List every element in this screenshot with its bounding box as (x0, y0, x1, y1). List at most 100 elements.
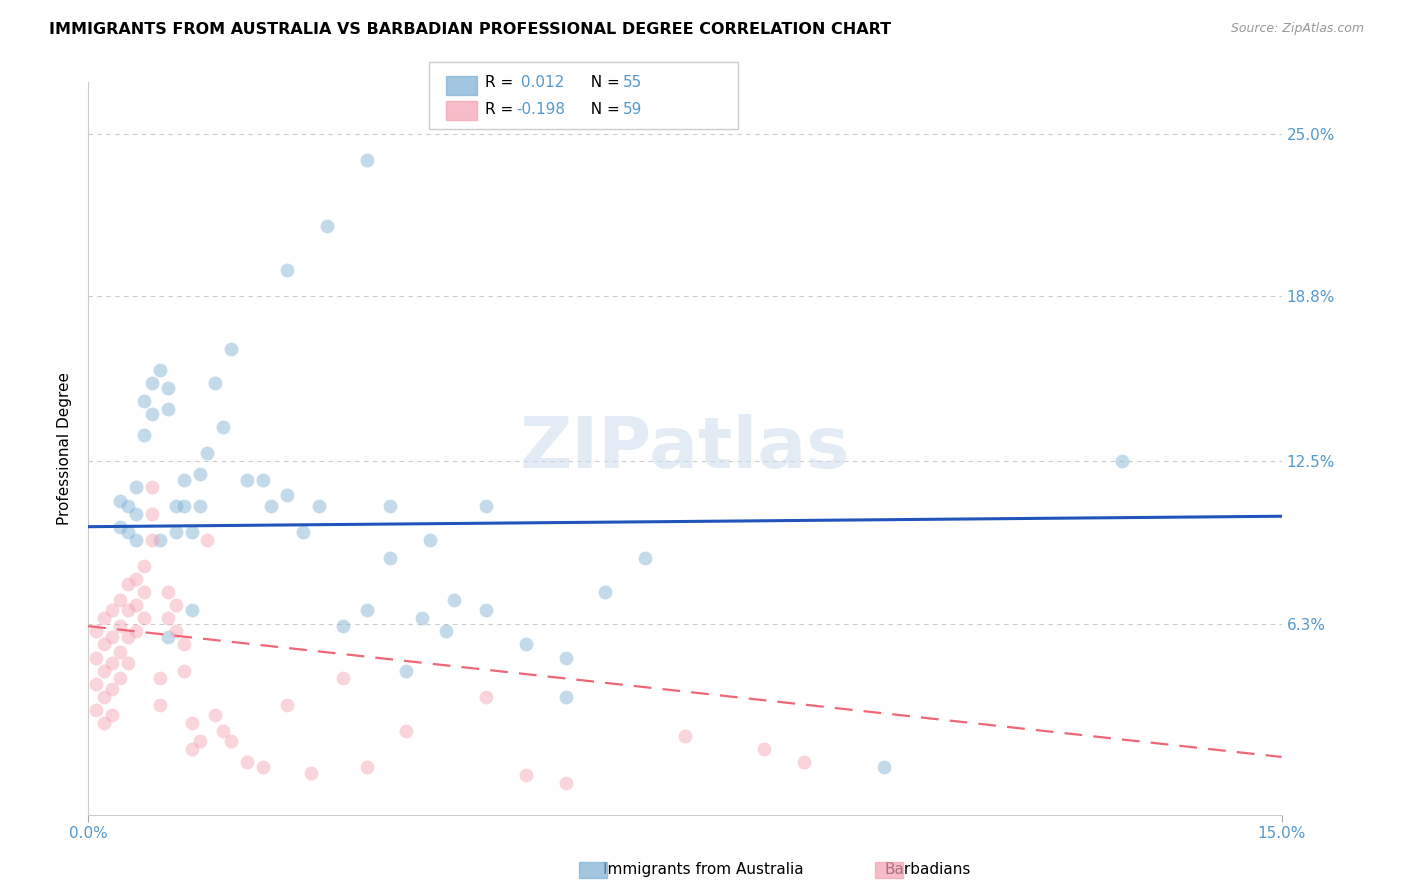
Point (395, 664, 418, 678)
Point (315, 219, 337, 233)
Point (149, 672, 172, 686)
Point (793, 755, 815, 769)
Point (108, 619, 131, 633)
Point (515, 637, 537, 651)
Point (93, 637, 115, 651)
Text: 0.012: 0.012 (516, 76, 564, 90)
Point (475, 499, 498, 513)
Point (108, 493, 131, 508)
Point (117, 630, 139, 644)
Point (84, 650, 107, 665)
Point (173, 473, 195, 487)
Point (165, 524, 187, 539)
Text: 59: 59 (623, 103, 643, 117)
Point (84, 703, 107, 717)
Point (443, 593, 465, 607)
Point (188, 734, 211, 748)
Point (299, 765, 322, 780)
Point (156, 585, 179, 599)
Point (132, 428, 155, 442)
Point (84, 676, 107, 690)
Point (125, 507, 148, 521)
Point (101, 630, 124, 644)
Point (173, 637, 195, 651)
Point (1111, 454, 1133, 468)
Point (108, 645, 131, 659)
Point (308, 499, 330, 513)
Point (188, 467, 211, 482)
Point (204, 708, 226, 723)
Text: R =: R = (485, 76, 519, 90)
Point (434, 624, 457, 639)
Point (276, 488, 298, 502)
Text: R =: R = (485, 103, 519, 117)
Point (332, 619, 354, 633)
Point (141, 533, 163, 547)
Point (593, 585, 616, 599)
Point (117, 577, 139, 591)
Point (125, 480, 148, 494)
Point (180, 715, 202, 730)
Point (356, 153, 378, 168)
Point (260, 499, 283, 513)
Text: N =: N = (581, 103, 624, 117)
Point (165, 598, 187, 612)
Point (141, 376, 163, 390)
Point (356, 603, 378, 617)
Point (252, 473, 274, 487)
Point (180, 603, 202, 617)
Point (125, 572, 148, 586)
Point (356, 760, 378, 774)
Text: -0.198: -0.198 (516, 103, 565, 117)
Point (380, 551, 402, 566)
Point (125, 624, 148, 639)
Point (236, 755, 259, 769)
Point (117, 499, 139, 513)
Point (419, 533, 441, 547)
Point (125, 598, 148, 612)
Point (156, 381, 179, 395)
Point (395, 723, 418, 738)
Point (108, 672, 131, 686)
Point (93, 715, 115, 730)
Point (117, 656, 139, 670)
Point (236, 473, 259, 487)
Point (873, 760, 896, 774)
Point (84, 624, 107, 639)
Point (180, 742, 202, 756)
Point (141, 507, 163, 521)
Point (156, 630, 179, 644)
Point (291, 524, 314, 539)
Point (380, 499, 402, 513)
Point (332, 672, 354, 686)
Point (475, 690, 498, 704)
Point (411, 611, 433, 625)
Point (125, 533, 148, 547)
Point (165, 499, 187, 513)
Point (276, 698, 298, 712)
Text: Immigrants from Australia: Immigrants from Australia (603, 863, 803, 877)
Point (515, 768, 537, 782)
Point (156, 611, 179, 625)
Point (108, 593, 131, 607)
Point (221, 342, 243, 356)
Point (754, 742, 776, 756)
Point (117, 603, 139, 617)
Point (101, 681, 124, 696)
Point (173, 499, 195, 513)
Y-axis label: Professional Degree: Professional Degree (58, 372, 72, 524)
Point (149, 362, 172, 376)
Point (141, 480, 163, 494)
Point (554, 650, 576, 665)
Point (93, 664, 115, 678)
Text: ZIPatlas: ZIPatlas (520, 414, 849, 483)
Point (141, 407, 163, 421)
Point (156, 401, 179, 416)
Point (132, 558, 155, 573)
Point (252, 760, 274, 774)
Point (93, 611, 115, 625)
Point (276, 263, 298, 277)
Point (554, 690, 576, 704)
Point (149, 698, 172, 712)
Text: 55: 55 (623, 76, 643, 90)
